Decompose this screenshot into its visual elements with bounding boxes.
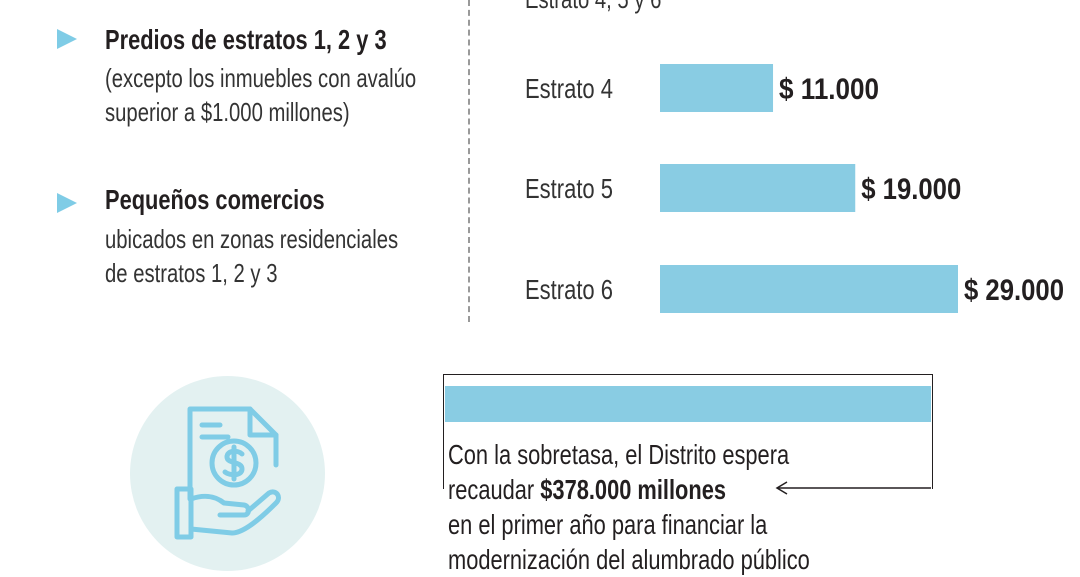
item-desc-line: de estratos 1, 2 y 3 — [105, 258, 278, 288]
bar-chart: Estrato 4 $ 11.000 Estrato 5 $ 19.000 Estrat… — [525, 64, 1064, 313]
chart-title: Estrato 4, 5 y 6 — [525, 0, 700, 15]
category-label: Estrato 5 — [525, 173, 613, 204]
item-desc-line: ubicados en zonas residenciales — [105, 224, 399, 254]
bar — [660, 64, 774, 112]
item-desc-line: (excepto los inmuebles con avalúo — [105, 63, 417, 93]
callout-arrow-icon — [775, 481, 931, 495]
money-hand-icon — [174, 406, 281, 540]
item-title: Predios de estratos 1, 2 y 3 — [105, 24, 387, 55]
callout-line-4: modernización del alumbrado público — [448, 544, 810, 575]
callout-line-1: Con la sobretasa, el Distrito espera — [448, 439, 790, 470]
callout-text: Con la sobretasa, el Distrito espera rec… — [448, 437, 912, 577]
callout-bar — [445, 386, 931, 422]
category-label: Estrato 4 — [525, 73, 613, 104]
value-label: $ 19.000 — [861, 173, 961, 206]
callout-frame — [443, 374, 933, 489]
triangle-bullet-icon — [57, 193, 77, 213]
callout-amount: $378.000 millones — [540, 474, 727, 505]
item-title: Pequeños comercios — [105, 184, 325, 215]
callout-line-3: en el primer año para financiar la — [448, 509, 768, 540]
value-label: $ 11.000 — [779, 73, 879, 106]
dashed-divider — [468, 0, 470, 322]
bar — [660, 265, 958, 313]
bar — [660, 164, 856, 212]
value-label: $ 29.000 — [964, 274, 1064, 307]
triangle-bullet-icon — [57, 29, 77, 49]
callout-line-2: recaudar $378.000 millones — [448, 472, 912, 507]
callout-line-2-prefix: recaudar — [448, 474, 541, 505]
category-label: Estrato 6 — [525, 274, 613, 305]
item-desc-line: superior a $1.000 millones) — [105, 97, 350, 127]
